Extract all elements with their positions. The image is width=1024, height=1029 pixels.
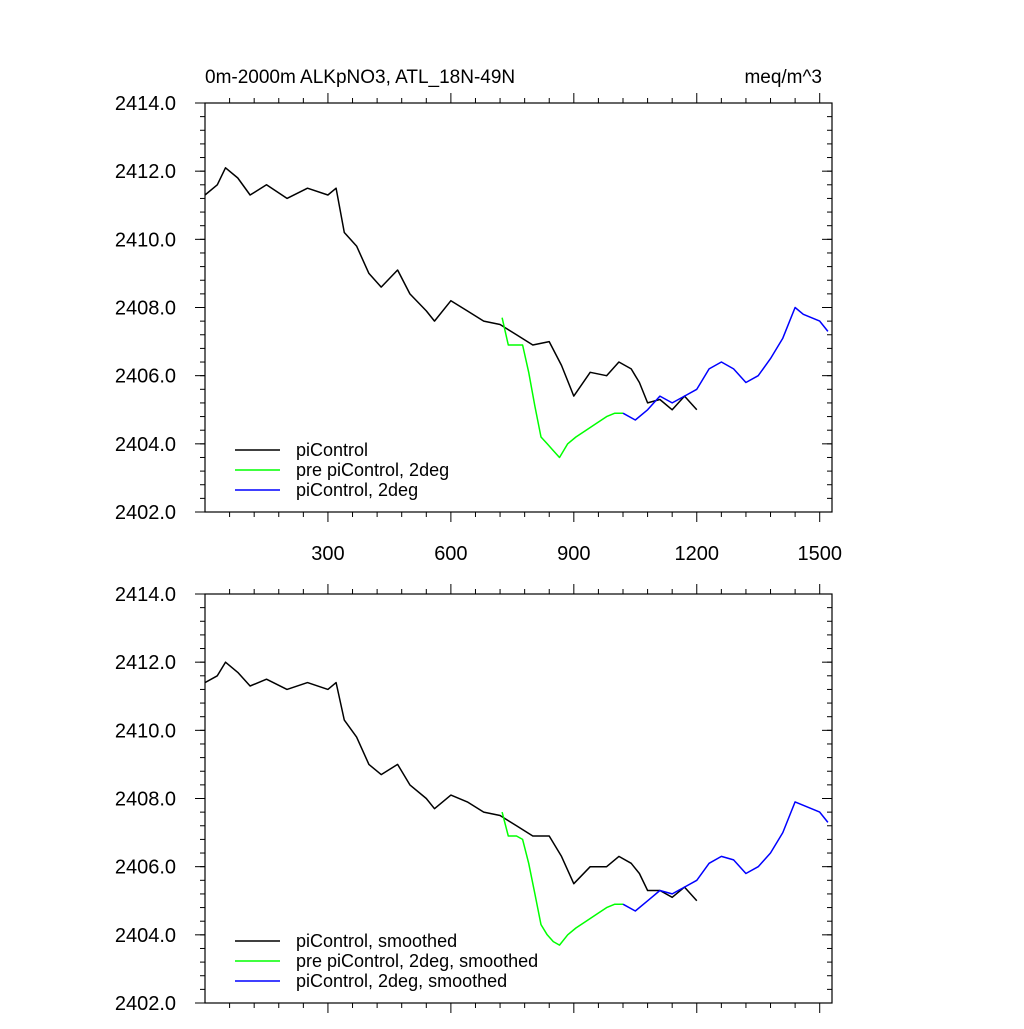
x-tick-label: 900 bbox=[557, 543, 590, 565]
series-line-2 bbox=[501, 811, 623, 946]
x-tick-label: 300 bbox=[311, 543, 344, 565]
series-line-1 bbox=[205, 661, 698, 902]
y-tick-label: 2410.0 bbox=[115, 720, 176, 742]
y-tick-label: 2414.0 bbox=[115, 584, 176, 606]
y-tick-label: 2410.0 bbox=[115, 229, 176, 251]
y-tick-label: 2414.0 bbox=[115, 93, 176, 115]
x-tick-label: 1200 bbox=[675, 543, 720, 565]
legend-label: pre piControl, 2deg, smoothed bbox=[296, 951, 538, 971]
legend-label: pre piControl, 2deg bbox=[296, 460, 449, 480]
chart-panel-2: 2402.0 2404.0 2406.0 2408.0 2410.0 2412.0 2414… bbox=[115, 584, 833, 1015]
y-tick-label: 2408.0 bbox=[115, 298, 176, 320]
series-line-3 bbox=[622, 801, 829, 912]
y-tick-label: 2412.0 bbox=[115, 161, 176, 183]
series-line-2 bbox=[501, 317, 623, 459]
y-tick-label: 2402.0 bbox=[115, 993, 176, 1015]
x-tick-label: 1500 bbox=[797, 543, 842, 565]
series-line-3 bbox=[622, 306, 829, 421]
legend-label: piControl bbox=[296, 440, 368, 460]
y-tick-label: 2406.0 bbox=[115, 366, 176, 388]
y-tick-label: 2408.0 bbox=[115, 789, 176, 811]
legend-label: piControl, 2deg bbox=[296, 480, 418, 500]
series-line-1 bbox=[205, 167, 698, 411]
y-tick-label: 2404.0 bbox=[115, 434, 176, 456]
y-tick-label: 2406.0 bbox=[115, 857, 176, 879]
chart-panel-1: 2402.0 2404.0 2406.0 2408.0 2410.0 2412.0 2414… bbox=[115, 67, 842, 565]
chart-units: meq/m^3 bbox=[744, 67, 822, 88]
y-tick-label: 2402.0 bbox=[115, 502, 176, 524]
y-tick-label: 2404.0 bbox=[115, 925, 176, 947]
legend-label: piControl, smoothed bbox=[296, 931, 457, 951]
chart-title: 0m-2000m ALKpNO3, ATL_18N-49N bbox=[205, 67, 515, 88]
legend-label: piControl, 2deg, smoothed bbox=[296, 971, 507, 991]
y-tick-label: 2412.0 bbox=[115, 652, 176, 674]
x-tick-label: 600 bbox=[434, 543, 467, 565]
